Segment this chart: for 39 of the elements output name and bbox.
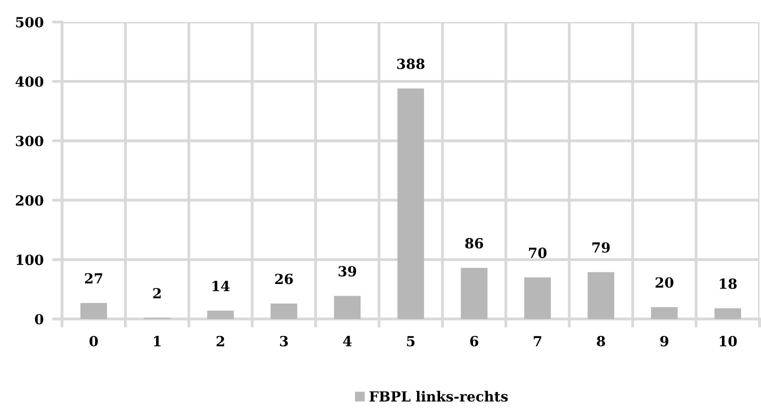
- x-tick-label: 4: [343, 336, 352, 346]
- x-tick-label: 3: [280, 336, 288, 346]
- x-tick-label: 10: [720, 336, 737, 346]
- bar: [207, 310, 234, 319]
- data-label: 20: [656, 277, 674, 288]
- data-label: 26: [275, 274, 293, 284]
- y-tick-label: 200: [16, 195, 44, 206]
- bar: [460, 268, 488, 319]
- bar: [397, 88, 424, 319]
- bar: [714, 308, 742, 319]
- bar: [80, 302, 108, 319]
- x-tick-label: 5: [407, 336, 415, 346]
- x-tick-label: 1: [154, 336, 161, 346]
- x-tick-label: 9: [660, 336, 668, 346]
- y-tick-label: 400: [16, 76, 44, 87]
- data-label: 70: [528, 248, 547, 258]
- x-tick-label: 6: [470, 336, 478, 346]
- data-label: 39: [338, 266, 356, 276]
- x-tick-label: 7: [534, 336, 542, 346]
- bar: [651, 307, 678, 319]
- data-label: 86: [465, 238, 484, 249]
- bar: [524, 277, 551, 319]
- bar: [588, 272, 614, 319]
- y-tick-label: 0: [34, 314, 44, 324]
- x-tick-label: 0: [90, 336, 98, 346]
- bar: [334, 296, 361, 319]
- bar: [270, 304, 298, 319]
- y-tick-label: 500: [16, 16, 44, 28]
- legend-label: FBPL links-rechts: [370, 390, 508, 402]
- x-tick-label: 2: [216, 336, 224, 346]
- y-tick-label: 100: [16, 254, 44, 266]
- data-label: 14: [212, 280, 230, 292]
- data-label: 27: [84, 273, 102, 284]
- data-label: 79: [592, 242, 610, 253]
- y-tick-label: 300: [16, 136, 44, 146]
- data-label: 388: [397, 58, 424, 70]
- x-tick-label: 8: [596, 336, 606, 346]
- data-label: 2: [153, 288, 161, 298]
- data-label: 18: [720, 278, 737, 289]
